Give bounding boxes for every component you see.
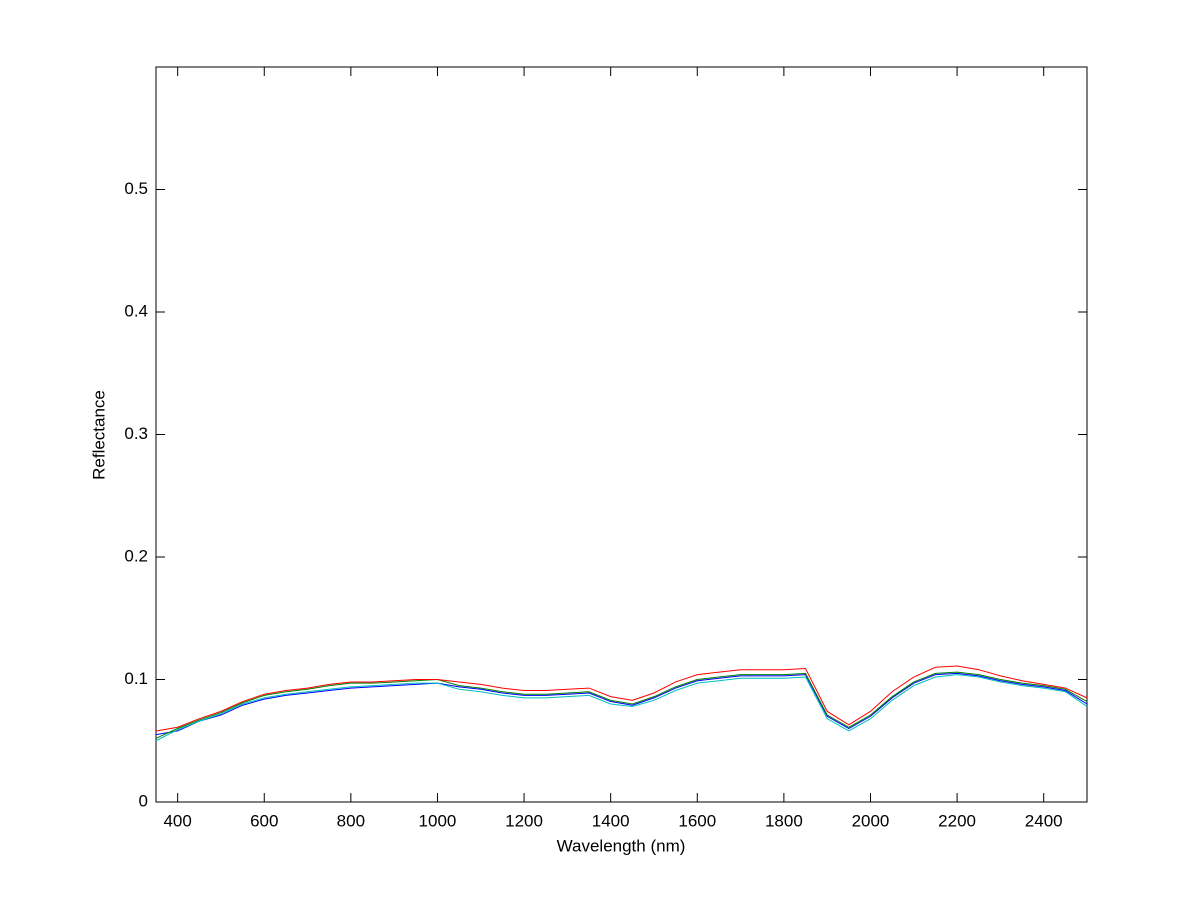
x-tick-label: 1400 [592,811,630,830]
data-line [155,674,1088,742]
data-line [155,671,1088,739]
x-axis-label: Wavelength (nm) [557,836,686,855]
x-tick-label: 2200 [938,811,976,830]
y-tick-label: 0 [139,791,148,810]
data-line [155,665,1088,732]
x-tick-label: 2000 [852,811,890,830]
data-line [155,672,1088,736]
x-tick-label: 1000 [419,811,457,830]
y-axis-label: Reflectance [89,390,108,480]
x-tick-label: 2400 [1025,811,1063,830]
x-tick-label: 1200 [505,811,543,830]
y-tick-label: 0.5 [124,179,148,198]
y-tick-label: 0.3 [124,424,148,443]
y-tick-label: 0.2 [124,546,148,565]
x-tick-label: 600 [250,811,278,830]
y-tick-label: 0.1 [124,669,148,688]
x-tick-label: 400 [163,811,191,830]
y-tick-label: 0.4 [124,301,148,320]
x-tick-label: 1800 [765,811,803,830]
x-tick-label: 1600 [678,811,716,830]
x-tick-label: 800 [337,811,365,830]
